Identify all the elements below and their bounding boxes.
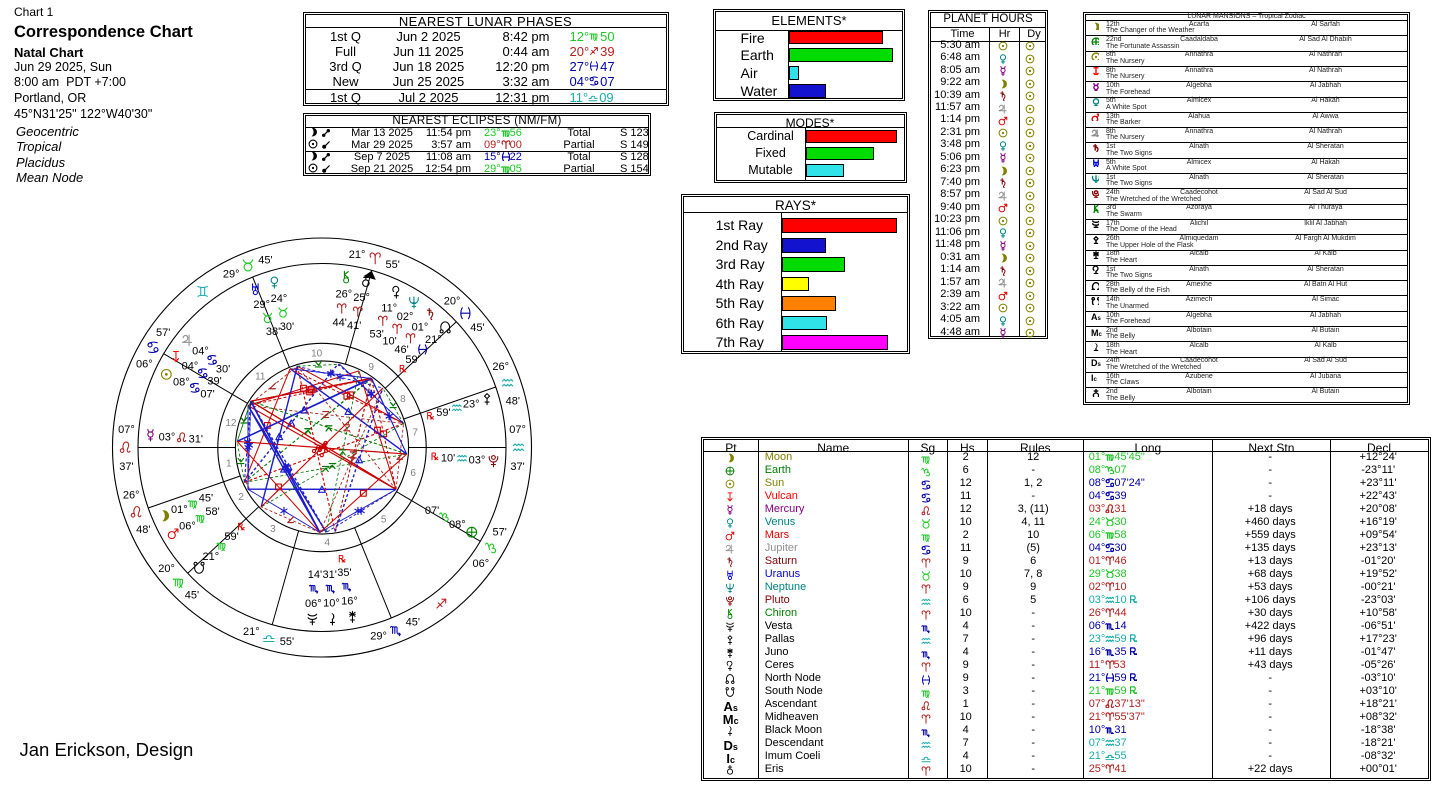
svg-text:06°: 06° xyxy=(472,558,489,570)
svg-text:07°: 07° xyxy=(509,424,526,436)
svg-text:06°: 06° xyxy=(179,521,196,533)
svg-text:30': 30' xyxy=(280,321,294,333)
svg-text:39': 39' xyxy=(207,376,221,388)
svg-text:23°: 23° xyxy=(463,399,480,411)
svg-text:16°: 16° xyxy=(341,596,358,608)
svg-text:11°: 11° xyxy=(381,302,397,314)
svg-text:59': 59' xyxy=(224,531,238,543)
svg-text:21°: 21° xyxy=(425,334,442,346)
svg-text:29°: 29° xyxy=(223,268,240,280)
svg-text:20°: 20° xyxy=(444,295,461,307)
svg-text:57': 57' xyxy=(156,327,170,339)
svg-text:12: 12 xyxy=(225,418,237,429)
svg-text:59': 59' xyxy=(436,407,450,419)
svg-text:35': 35' xyxy=(337,567,351,579)
svg-text:07': 07' xyxy=(425,505,439,517)
svg-text:21°: 21° xyxy=(349,249,366,261)
svg-text:48': 48' xyxy=(506,396,520,408)
svg-text:44': 44' xyxy=(333,317,347,329)
svg-text:45': 45' xyxy=(185,590,199,602)
svg-text:06°: 06° xyxy=(305,598,322,610)
svg-text:4: 4 xyxy=(325,537,331,548)
svg-text:41': 41' xyxy=(347,320,361,332)
svg-text:9: 9 xyxy=(368,362,374,373)
svg-text:31': 31' xyxy=(323,569,337,581)
svg-text:30': 30' xyxy=(216,364,230,376)
svg-text:10°: 10° xyxy=(323,598,340,610)
svg-text:8: 8 xyxy=(400,394,406,405)
svg-text:29°: 29° xyxy=(370,631,387,643)
svg-text:59': 59' xyxy=(405,354,419,366)
svg-text:06°: 06° xyxy=(136,359,153,371)
svg-text:04°: 04° xyxy=(192,346,209,358)
svg-text:21°: 21° xyxy=(202,551,219,563)
svg-text:31': 31' xyxy=(189,434,203,446)
svg-text:11: 11 xyxy=(255,371,266,382)
svg-text:48': 48' xyxy=(136,524,150,536)
svg-text:3: 3 xyxy=(270,524,276,535)
svg-text:24°: 24° xyxy=(271,293,288,305)
svg-text:04°: 04° xyxy=(182,360,199,372)
svg-text:08°: 08° xyxy=(449,519,466,531)
svg-text:7: 7 xyxy=(412,427,418,438)
svg-text:37': 37' xyxy=(119,461,133,473)
svg-text:37': 37' xyxy=(510,461,524,473)
svg-text:07': 07' xyxy=(200,389,214,401)
svg-text:2: 2 xyxy=(238,492,244,503)
svg-text:08°: 08° xyxy=(173,376,190,388)
svg-text:03°: 03° xyxy=(159,431,176,443)
svg-text:02°: 02° xyxy=(397,311,414,323)
svg-text:45': 45' xyxy=(199,493,213,505)
svg-text:46': 46' xyxy=(394,344,408,356)
svg-text:53': 53' xyxy=(370,328,384,340)
svg-text:55': 55' xyxy=(386,259,400,271)
svg-text:10': 10' xyxy=(382,336,396,348)
svg-text:38': 38' xyxy=(266,326,280,338)
svg-text:26°: 26° xyxy=(492,361,509,373)
svg-text:57': 57' xyxy=(493,526,507,538)
svg-text:20°: 20° xyxy=(158,563,175,575)
svg-text:07°: 07° xyxy=(118,424,135,436)
svg-text:14': 14' xyxy=(308,569,322,581)
svg-text:6: 6 xyxy=(410,468,416,479)
svg-text:10': 10' xyxy=(441,452,455,464)
svg-text:55': 55' xyxy=(280,636,294,648)
svg-text:01°: 01° xyxy=(412,322,429,334)
svg-text:45': 45' xyxy=(470,322,484,334)
svg-text:5: 5 xyxy=(381,515,387,526)
svg-text:29°: 29° xyxy=(253,299,270,311)
svg-text:03°: 03° xyxy=(469,455,486,467)
svg-text:01°: 01° xyxy=(171,504,188,516)
svg-text:45': 45' xyxy=(406,617,420,629)
svg-text:45': 45' xyxy=(258,254,272,266)
svg-text:10: 10 xyxy=(311,349,323,360)
svg-text:21°: 21° xyxy=(243,626,260,638)
svg-text:26°: 26° xyxy=(123,489,140,501)
svg-text:25°: 25° xyxy=(353,292,370,304)
svg-text:58': 58' xyxy=(205,506,219,518)
svg-text:1: 1 xyxy=(226,459,232,470)
svg-text:26°: 26° xyxy=(335,289,352,301)
